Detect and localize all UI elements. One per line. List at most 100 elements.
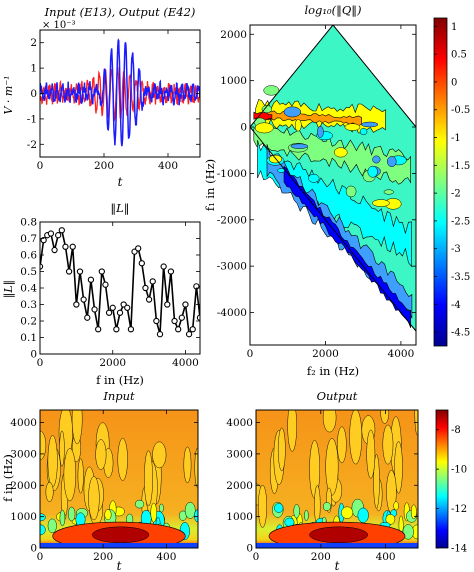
colorbar-Q-ticks: 1 0.5 0 -0.5 -1 -1.5 -2 -2.5 -3 -3.5 -4 -4.5 — [434, 22, 470, 339]
y-tick-label: 1000 — [220, 75, 247, 87]
tf-contour-blob — [393, 501, 399, 511]
data-marker — [116, 309, 124, 316]
data-marker — [65, 268, 73, 275]
tf-contour-blob — [104, 509, 112, 521]
contour-island — [263, 85, 280, 96]
contour-island — [290, 143, 309, 149]
tf-contour-streak — [152, 441, 167, 469]
x-tick-label: 4000 — [172, 357, 199, 369]
data-marker — [98, 268, 105, 275]
colorbar-tf-ticks: -8 -10 -12 -14 — [436, 425, 467, 555]
x-tick-label: 0 — [37, 357, 44, 369]
y-tick-label: 0.6 — [20, 250, 37, 262]
x-tick-label: 200 — [94, 160, 114, 172]
data-marker — [95, 326, 102, 333]
tf-contour-streak — [183, 446, 192, 484]
tf-contour-streak — [59, 430, 65, 467]
y-tick-label: 0 — [246, 543, 253, 555]
tick-layer: 0 200 400 -2 -1 0 1 2 — [27, 30, 200, 172]
y-tick-label: 0.7 — [20, 233, 37, 245]
tf-contour-streak — [287, 410, 297, 452]
colorbar-tick-label: 0.5 — [451, 50, 467, 61]
contour-island — [367, 165, 378, 178]
tf-contour-streak — [349, 410, 363, 465]
tf-output-field — [256, 410, 418, 548]
contour-island — [383, 189, 394, 195]
contour-outline — [250, 25, 416, 332]
data-marker — [69, 243, 76, 250]
data-marker — [175, 326, 182, 333]
x-tick-label: 400 — [158, 160, 178, 172]
x-tick-label: 0 — [37, 551, 44, 563]
tf-contour-blob — [402, 524, 414, 540]
y-tick-label: 0 — [30, 88, 37, 100]
y-exponent-label: × 10⁻³ — [42, 20, 76, 31]
colorbar-tick-label: -2 — [451, 189, 461, 200]
x-axis-label: t — [118, 175, 123, 189]
contour-island — [359, 128, 368, 136]
colorbar-tick-label: -12 — [451, 504, 467, 515]
x-axis-label: f in (Hz) — [96, 373, 144, 387]
tf-contour-streak — [366, 429, 376, 479]
tf-contour-streak — [77, 458, 84, 494]
data-marker — [145, 296, 153, 303]
colorbar-tick-label: -2.5 — [451, 216, 470, 227]
y-tick-label: 3000 — [10, 448, 37, 460]
y-axis-label: ‖L‖ — [2, 280, 16, 298]
tf-contour-streak — [95, 439, 107, 470]
data-marker — [102, 281, 109, 288]
x-tick-label: 400 — [156, 551, 176, 563]
tf-contour-streak — [394, 441, 403, 494]
x-tick-label: 0 — [247, 348, 254, 360]
data-marker — [55, 232, 62, 239]
tf-contour-blob — [293, 504, 300, 519]
data-marker — [84, 314, 91, 321]
tf-contour-blob — [341, 506, 354, 519]
tf-contour-blob — [47, 518, 57, 534]
contour-band — [253, 120, 412, 185]
data-marker — [47, 230, 55, 237]
contour-island — [372, 155, 381, 164]
tick-layer: 0 2000 4000 0 0.1 0.2 0.3 0.4 0.5 0.6 0.7 0.8 — [20, 217, 200, 369]
contour-island — [261, 105, 273, 114]
colorbar-tick-label: 0 — [451, 77, 457, 88]
tf-contour-blob — [304, 509, 309, 521]
y-axis-label: f in (Hz) — [1, 454, 15, 502]
contour-island — [372, 199, 390, 207]
tf-contour-streak — [47, 435, 58, 488]
data-marker — [142, 284, 149, 292]
y-tick-label: 0.5 — [20, 266, 37, 278]
contour-island — [344, 123, 361, 131]
y-tick-label: 0.3 — [20, 299, 37, 311]
series-norm-L-markers — [40, 227, 200, 338]
tick-layer: 0 2000 4000 -4000 -3000 -2000 -1000 0 1000 2000 — [217, 25, 416, 360]
y-tick-label: 1 — [30, 63, 37, 75]
y-tick-label: 1000 — [10, 511, 37, 523]
tf-contour-blob — [68, 506, 76, 522]
data-marker — [87, 276, 95, 283]
tf-contour-blob — [284, 517, 295, 527]
y-tick-label: 3000 — [226, 448, 253, 460]
contour-island — [277, 168, 285, 173]
tf-contour-blob — [385, 514, 396, 525]
tf-contour-streak — [337, 426, 347, 464]
tf-contour-blob — [357, 507, 369, 523]
panel-title: Output — [317, 389, 358, 403]
tf-contour-streak — [88, 476, 100, 521]
contour-bands — [250, 25, 416, 332]
contour-island — [308, 173, 320, 183]
y-tick-label: -2000 — [217, 214, 247, 226]
tf-contour-blob — [184, 501, 196, 519]
tf-contour-blob — [59, 509, 66, 527]
data-marker — [153, 317, 160, 325]
data-marker — [113, 326, 120, 333]
y-tick-label: 2000 — [226, 480, 253, 492]
colorbar-tick-label: -1.5 — [451, 161, 470, 172]
tf-contour-streak — [380, 410, 390, 424]
y-tick-label: 0.1 — [20, 332, 37, 344]
x-axis-label: t — [335, 559, 340, 572]
